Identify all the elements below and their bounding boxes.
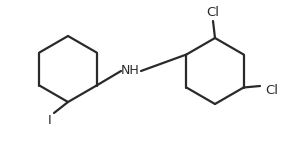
Text: NH: NH: [121, 64, 139, 77]
Text: Cl: Cl: [265, 85, 278, 98]
Text: Cl: Cl: [207, 6, 219, 19]
Text: I: I: [48, 114, 52, 127]
